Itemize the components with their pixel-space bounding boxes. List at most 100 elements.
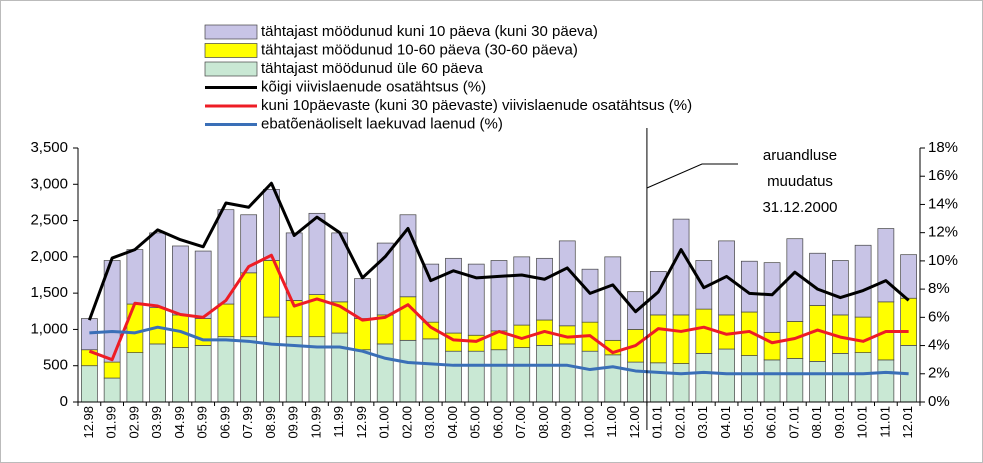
y-tick-label: 2,000 [30, 248, 68, 265]
x-tick-label: 02.00 [399, 406, 414, 439]
bar-segment [81, 365, 98, 403]
bar-segment [763, 331, 781, 361]
y-tick-label: 500 [43, 357, 68, 374]
x-tick-label: 02.99 [126, 406, 141, 439]
bar-segment [467, 263, 485, 336]
bar-segment [786, 238, 804, 322]
bar-segment [399, 339, 417, 403]
x-tick-label: 10.99 [308, 406, 323, 439]
bar-segment [240, 214, 258, 274]
bar-segment [103, 377, 121, 403]
x-tick-label: 03.00 [422, 406, 437, 439]
bar-segment [149, 343, 166, 403]
annotation: muudatus [767, 173, 833, 190]
annotation: 31.12.2000 [762, 199, 837, 216]
x-tick-label: 03.99 [149, 406, 164, 439]
bar-segment [809, 361, 826, 403]
bar-segment [854, 352, 872, 403]
legend-label: tähtajast möödunud kuni 10 päeva (kuni 3… [261, 23, 598, 40]
bar-segment [877, 228, 895, 303]
bar-segment [854, 244, 872, 318]
annotation-leader [646, 163, 738, 189]
bar-segment [513, 347, 531, 403]
bar-segment [672, 314, 690, 364]
x-tick-label: 05.01 [741, 406, 756, 439]
bar-segment [695, 308, 713, 354]
x-tick-label: 10.01 [855, 406, 870, 439]
bar-segment [126, 249, 144, 305]
x-tick-label: 01.01 [650, 406, 665, 439]
x-tick-label: 01.00 [377, 406, 392, 439]
x-tick-label: 08.99 [263, 406, 278, 439]
bar-segment [581, 350, 599, 403]
y-tick-label: 3,500 [30, 139, 68, 156]
bar-segment [581, 268, 599, 323]
x-tick-label: 09.00 [559, 406, 574, 439]
y2-tick-label: 18% [928, 139, 958, 156]
bar-segment [740, 260, 758, 313]
y2-tick-label: 16% [928, 167, 958, 184]
x-tick-label: 02.01 [672, 406, 687, 439]
y-tick-label: 3,000 [30, 175, 68, 192]
bar-segment [809, 252, 826, 306]
bar-segment [240, 336, 258, 403]
line-series [89, 325, 909, 376]
x-tick-label: 12.01 [900, 406, 915, 439]
legend-label: kuni 10päevaste (kuni 30 päevaste) viivi… [261, 97, 692, 114]
bar-segment [900, 254, 917, 299]
bar-segment [172, 347, 189, 403]
bar-segment [172, 245, 189, 316]
bar-segment [490, 260, 508, 332]
x-tick-label: 11.99 [331, 406, 346, 438]
bar-segment [103, 361, 121, 379]
y2-tick-label: 12% [928, 224, 958, 241]
x-tick-label: 07.01 [786, 406, 801, 439]
bar-segment [740, 355, 758, 403]
x-tick-label: 04.99 [172, 406, 187, 439]
bar-segment [376, 242, 394, 316]
bar-segment [354, 278, 371, 319]
bar-segment [217, 303, 235, 338]
y-tick-label: 2,500 [30, 212, 68, 229]
bar-segment [240, 272, 258, 338]
bar-segment [217, 209, 235, 305]
y2-tick-label: 6% [928, 308, 950, 325]
bar-segment [536, 345, 553, 403]
bar-segment [604, 354, 622, 403]
x-tick-label: 05.00 [468, 406, 483, 439]
y2-tick-label: 14% [928, 195, 958, 212]
x-tick-label: 11.01 [877, 406, 892, 438]
bar-segment [263, 316, 280, 403]
y-tick-label: 1,000 [30, 320, 68, 337]
bar-segment [763, 262, 781, 333]
bar-segment [422, 338, 440, 403]
line-series [88, 253, 909, 362]
bar-segment [331, 332, 349, 403]
x-tick-label: 09.01 [832, 406, 847, 439]
bar-segment [695, 353, 713, 403]
bar-segment [217, 336, 235, 403]
bar-segment [832, 260, 849, 316]
x-tick-label: 04.01 [718, 406, 733, 439]
bar-segment [81, 318, 98, 351]
legend-label: ebatõenäoliselt laekuvad laenud (%) [261, 115, 503, 132]
x-tick-label: 03.01 [695, 406, 710, 439]
legend-swatch [204, 61, 258, 77]
x-tick-label: 06.01 [764, 406, 779, 439]
bar-segment [149, 232, 166, 309]
bar-segment [763, 359, 781, 403]
legend-label: tähtajast möödunud üle 60 päeva [261, 60, 483, 77]
bar-segment [649, 362, 667, 403]
line-series [87, 181, 910, 321]
bar-segment [194, 250, 212, 319]
x-tick-label: 05.99 [195, 406, 210, 439]
bar-segment [854, 316, 872, 354]
bar-segment [536, 257, 553, 321]
bar-segment [422, 263, 440, 323]
bar-segment [672, 218, 690, 316]
bar-segment [126, 303, 144, 354]
bar-segment [513, 256, 531, 326]
x-tick-label: 06.00 [490, 406, 505, 439]
x-tick-label: 01.99 [104, 406, 119, 439]
bar-segment [194, 345, 212, 403]
